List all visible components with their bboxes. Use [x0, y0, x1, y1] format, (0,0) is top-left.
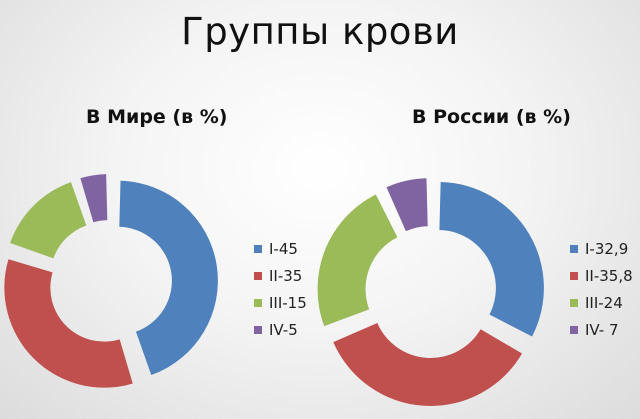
donut-segment-world-3 — [10, 182, 87, 259]
donut-segment-world-1 — [119, 180, 218, 376]
legend-label-world-2: II-35 — [269, 267, 303, 285]
legend-swatch-world-4 — [254, 326, 262, 334]
legend-label-russia-1: I-32,9 — [585, 240, 629, 258]
donut-segment-russia-4 — [386, 178, 428, 232]
legend-item-world-2: II-35 — [254, 267, 302, 285]
legend-swatch-russia-3 — [570, 299, 578, 307]
legend-label-world-1: I-45 — [269, 240, 298, 258]
chart-title-world: В Мире (в %) — [86, 106, 228, 128]
donut-segment-russia-1 — [439, 181, 544, 337]
chart-title-russia: В России (в %) — [412, 106, 571, 128]
legend-label-russia-2: II-35,8 — [585, 267, 633, 285]
legend-item-world-3: III-15 — [254, 294, 307, 312]
legend-swatch-russia-4 — [570, 326, 578, 334]
donut-segment-russia-2 — [333, 323, 523, 406]
legend-swatch-russia-1 — [570, 245, 578, 253]
legend-item-world-4: IV-5 — [254, 321, 298, 339]
legend-item-russia-3: III-24 — [570, 294, 623, 312]
donut-segment-world-4 — [80, 174, 108, 223]
legend-label-world-4: IV-5 — [269, 321, 298, 339]
legend-item-world-1: I-45 — [254, 240, 298, 258]
donut-segment-world-2 — [4, 259, 133, 388]
legend-label-world-3: III-15 — [269, 294, 307, 312]
slide-title: Группы крови — [181, 10, 459, 53]
legend-swatch-world-2 — [254, 272, 262, 280]
legend-label-russia-3: III-24 — [585, 294, 623, 312]
legend-item-russia-1: I-32,9 — [570, 240, 628, 258]
legend-label-russia-4: IV- 7 — [585, 321, 619, 339]
legend-item-russia-2: II-35,8 — [570, 267, 633, 285]
legend-swatch-russia-2 — [570, 272, 578, 280]
legend-swatch-world-3 — [254, 299, 262, 307]
legend-swatch-world-1 — [254, 245, 262, 253]
donut-segment-russia-3 — [317, 194, 398, 327]
legend-item-russia-4: IV- 7 — [570, 321, 619, 339]
